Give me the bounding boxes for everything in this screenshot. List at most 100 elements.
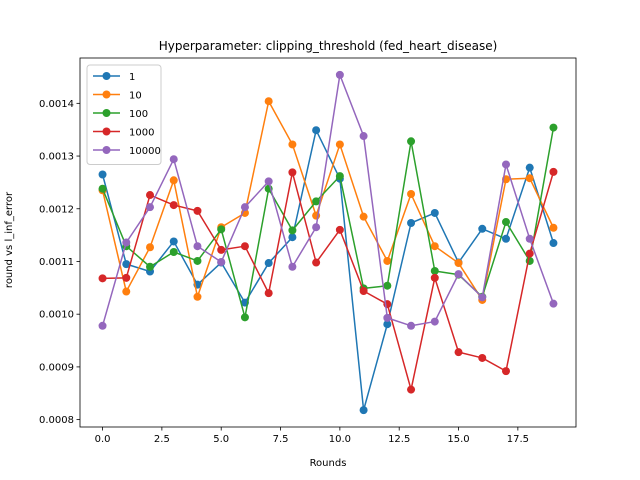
data-point xyxy=(146,243,155,252)
axes: 0.0 2.5 5.0 7.5 10.0 12.5 15.0 17.5 0.0008 0.0009… xyxy=(39,57,577,445)
data-point xyxy=(501,234,510,243)
data-point xyxy=(312,223,321,232)
data-point xyxy=(240,203,249,212)
data-point xyxy=(525,249,534,258)
data-point xyxy=(122,273,131,282)
data-point xyxy=(430,317,439,326)
data-point xyxy=(359,212,368,221)
x-tick-label: 17.5 xyxy=(507,434,529,445)
data-point xyxy=(407,385,416,394)
data-point xyxy=(478,293,487,302)
data-point xyxy=(335,70,344,79)
series-line-10000 xyxy=(101,74,555,327)
data-point xyxy=(407,321,416,330)
data-point xyxy=(264,289,273,298)
data-point xyxy=(288,140,297,149)
data-point xyxy=(549,123,558,132)
data-point xyxy=(98,184,107,193)
data-point xyxy=(430,273,439,282)
legend-label: 10000 xyxy=(129,146,161,157)
legend-label: 1 xyxy=(129,72,135,83)
data-point xyxy=(122,238,131,247)
data-point xyxy=(525,234,534,243)
series-1000 xyxy=(98,167,558,394)
data-point xyxy=(146,203,155,212)
data-point xyxy=(478,353,487,362)
data-point xyxy=(264,97,273,106)
data-point xyxy=(288,233,297,242)
legend-item-1000: 1000 xyxy=(93,127,154,139)
legend-item-10: 10 xyxy=(93,90,142,102)
data-point xyxy=(169,155,178,164)
data-point xyxy=(501,367,510,376)
data-point xyxy=(383,320,392,329)
data-point xyxy=(193,256,202,265)
y-tick-label: 0.0014 xyxy=(39,99,74,110)
data-point xyxy=(407,137,416,146)
series-line-1000 xyxy=(102,171,555,391)
y-tick-label: 0.0010 xyxy=(39,310,74,321)
x-tick-label: 7.5 xyxy=(273,434,289,445)
data-point xyxy=(217,258,226,266)
legend-swatch-marker xyxy=(102,109,111,117)
data-point xyxy=(383,281,392,290)
data-point xyxy=(146,191,155,200)
data-point xyxy=(122,260,131,269)
legend-swatch-marker xyxy=(102,72,111,80)
data-point xyxy=(217,245,226,254)
data-point xyxy=(359,287,368,295)
x-tick-label: 2.5 xyxy=(154,434,170,445)
data-point xyxy=(549,239,558,248)
plot-area xyxy=(98,70,558,415)
data-point xyxy=(525,174,534,183)
legend-label: 100 xyxy=(129,109,148,120)
legend-item-10000: 10000 xyxy=(93,146,161,157)
legend-swatch-marker xyxy=(102,127,111,136)
data-point xyxy=(335,225,344,234)
y-tick-label: 0.0008 xyxy=(39,415,74,426)
data-point xyxy=(430,266,439,275)
y-tick-label: 0.0009 xyxy=(39,362,74,373)
data-point xyxy=(288,168,297,177)
x-axis-label: Rounds xyxy=(310,458,347,469)
data-point xyxy=(288,262,297,271)
data-point xyxy=(335,172,344,181)
legend-label: 1000 xyxy=(129,128,154,139)
data-point xyxy=(454,270,463,279)
y-axis-label: round vs l_inf_error xyxy=(4,191,15,288)
data-point xyxy=(549,167,558,176)
y-tick-label: 0.0013 xyxy=(39,152,74,163)
legend-label: 10 xyxy=(129,91,142,102)
data-point xyxy=(169,201,178,210)
data-point xyxy=(383,313,392,322)
data-point xyxy=(193,292,202,301)
legend-swatch-marker xyxy=(102,146,111,154)
data-point xyxy=(359,132,368,141)
data-point xyxy=(169,176,178,185)
data-point xyxy=(430,208,439,217)
data-point xyxy=(430,242,439,251)
y-tick-label: 0.0011 xyxy=(39,257,74,268)
plot-frame xyxy=(79,57,577,428)
data-point xyxy=(98,321,107,330)
data-point xyxy=(335,140,344,149)
data-point xyxy=(146,262,155,271)
data-point xyxy=(549,223,558,232)
data-point xyxy=(454,259,463,268)
data-point xyxy=(169,237,178,246)
legend-swatch-marker xyxy=(102,90,111,99)
x-tick-label: 15.0 xyxy=(447,434,469,445)
data-point xyxy=(98,170,107,179)
data-point xyxy=(288,226,297,235)
data-point xyxy=(169,247,178,256)
x-tick-label: 0.0 xyxy=(95,434,111,445)
data-point xyxy=(454,348,463,357)
legend-item-1: 1 xyxy=(93,72,135,83)
data-point xyxy=(312,197,321,206)
data-point xyxy=(193,206,202,215)
data-point xyxy=(240,242,249,251)
data-point xyxy=(264,259,273,268)
series-10000 xyxy=(98,70,558,330)
chart-title: Hyperparameter: clipping_threshold (fed_… xyxy=(159,39,498,53)
